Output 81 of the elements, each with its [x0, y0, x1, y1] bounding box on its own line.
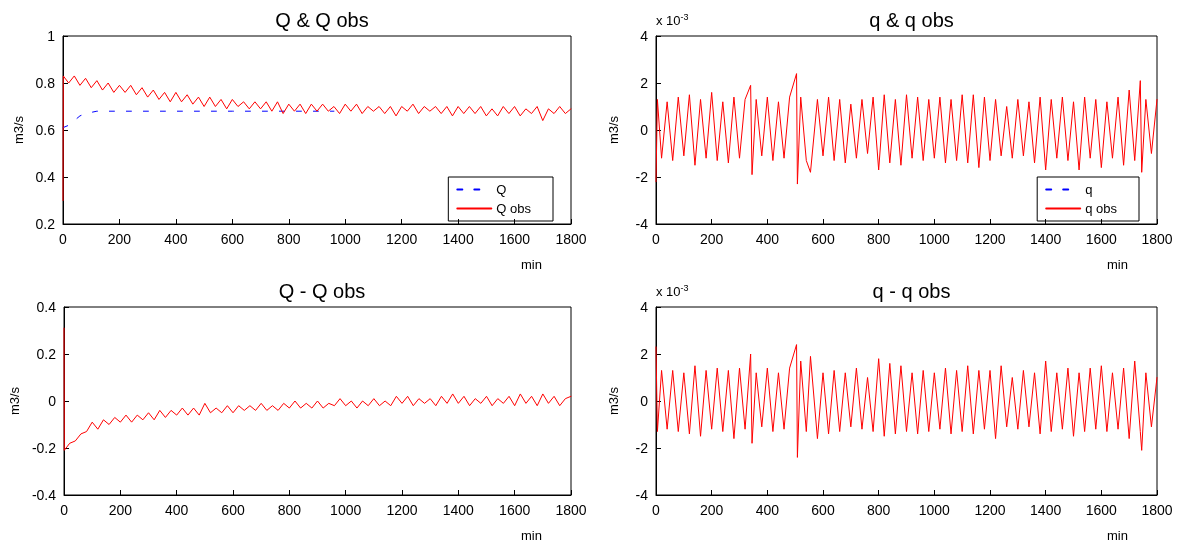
y-tick-label: 0.2 [36, 346, 57, 362]
x-tick-label: 600 [221, 502, 245, 518]
x-tick-label: 400 [165, 502, 189, 518]
y-tick-label: -0.4 [31, 487, 57, 503]
x-tick-label: 1400 [1030, 231, 1062, 247]
line-series [62, 75, 572, 201]
x-tick-label: 200 [699, 502, 724, 518]
x-tick-label: 0 [60, 502, 69, 518]
y-tick-label: -4 [635, 487, 649, 503]
x-tick-label: 1400 [442, 231, 474, 247]
y-tick-label: 0 [640, 393, 649, 409]
y-tick-label: 1 [47, 28, 56, 44]
y-tick-label: -2 [635, 440, 649, 456]
y-tick-label: 0 [48, 393, 57, 409]
legend-label: q [1085, 182, 1093, 197]
x-tick-label: 1800 [555, 502, 587, 518]
x-axis-title: min [1107, 528, 1128, 543]
line-series [655, 344, 1158, 458]
x-tick-label: 600 [220, 231, 245, 247]
legend-label: Q obs [496, 201, 532, 216]
x-tick-label: 800 [866, 231, 891, 247]
y-axis-title: m3/s [7, 386, 22, 416]
y-tick-label: -0.2 [31, 440, 57, 456]
x-tick-label: 1800 [1141, 502, 1173, 518]
x-tick-label: 1000 [330, 502, 362, 518]
y-tick-label: -2 [635, 169, 649, 185]
chart-title: q & q obs [869, 9, 954, 31]
x-tick-label: 400 [755, 231, 780, 247]
x-tick-label: 1600 [1085, 231, 1118, 247]
x-tick-label: 1400 [442, 502, 475, 518]
x-tick-label: 1000 [918, 502, 951, 518]
x-tick-label: 200 [108, 502, 133, 518]
x-tick-label: 400 [755, 502, 780, 518]
x-tick-label: 0 [652, 231, 661, 247]
y-tick-label: 2 [640, 346, 649, 362]
y-tick-label: 0.8 [35, 75, 56, 91]
x-tick-label: 1800 [1141, 231, 1173, 247]
x-tick-label: 200 [107, 231, 132, 247]
x-axis-title: min [1107, 257, 1128, 272]
legend-label: Q [496, 182, 507, 197]
x-axis-title: min [521, 528, 542, 543]
x-tick-label: 1000 [329, 231, 361, 247]
line-series [655, 73, 1158, 185]
y-tick-label: 0.4 [36, 299, 57, 315]
line-series [63, 327, 572, 451]
chart-title: q - q obs [872, 280, 951, 302]
chart-title: Q & Q obs [275, 9, 369, 31]
line-series [62, 110, 335, 129]
y-tick-label: 0.2 [35, 216, 56, 232]
x-tick-label: 1800 [555, 231, 587, 247]
x-tick-label: 400 [164, 231, 188, 247]
legend-label: q obs [1085, 201, 1118, 216]
y-tick-label: 4 [640, 28, 649, 44]
y-tick-label: 0.4 [35, 169, 56, 185]
y-tick-label: 0.6 [35, 122, 56, 138]
y-axis-title: m3/s [10, 115, 26, 145]
x-tick-label: 800 [277, 502, 302, 518]
y-tick-label: 0 [640, 122, 649, 138]
x-tick-label: 1200 [974, 502, 1006, 518]
y-tick-label: 2 [640, 75, 649, 91]
x-tick-label: 1600 [498, 231, 531, 247]
x-tick-label: 1600 [499, 502, 531, 518]
x-tick-label: 600 [811, 502, 835, 518]
chart-title: Q - Q obs [278, 280, 366, 302]
x-tick-label: 1200 [974, 231, 1006, 247]
y-tick-label: -4 [635, 216, 649, 232]
y-axis-title: m3/s [606, 386, 621, 416]
y-axis-title: m3/s [606, 115, 621, 145]
x-tick-label: 1200 [386, 231, 418, 247]
x-tick-label: 800 [866, 502, 891, 518]
x-tick-label: 600 [811, 231, 835, 247]
x-axis-title: min [521, 257, 542, 272]
x-tick-label: 1200 [386, 502, 418, 518]
y-tick-label: 4 [640, 299, 649, 315]
x-tick-label: 0 [652, 502, 661, 518]
x-tick-label: 800 [277, 231, 301, 247]
x-tick-label: 1600 [1085, 502, 1118, 518]
x-tick-label: 1000 [918, 231, 951, 247]
x-tick-label: 0 [59, 231, 68, 247]
x-tick-label: 1400 [1030, 502, 1062, 518]
x-tick-label: 200 [699, 231, 724, 247]
